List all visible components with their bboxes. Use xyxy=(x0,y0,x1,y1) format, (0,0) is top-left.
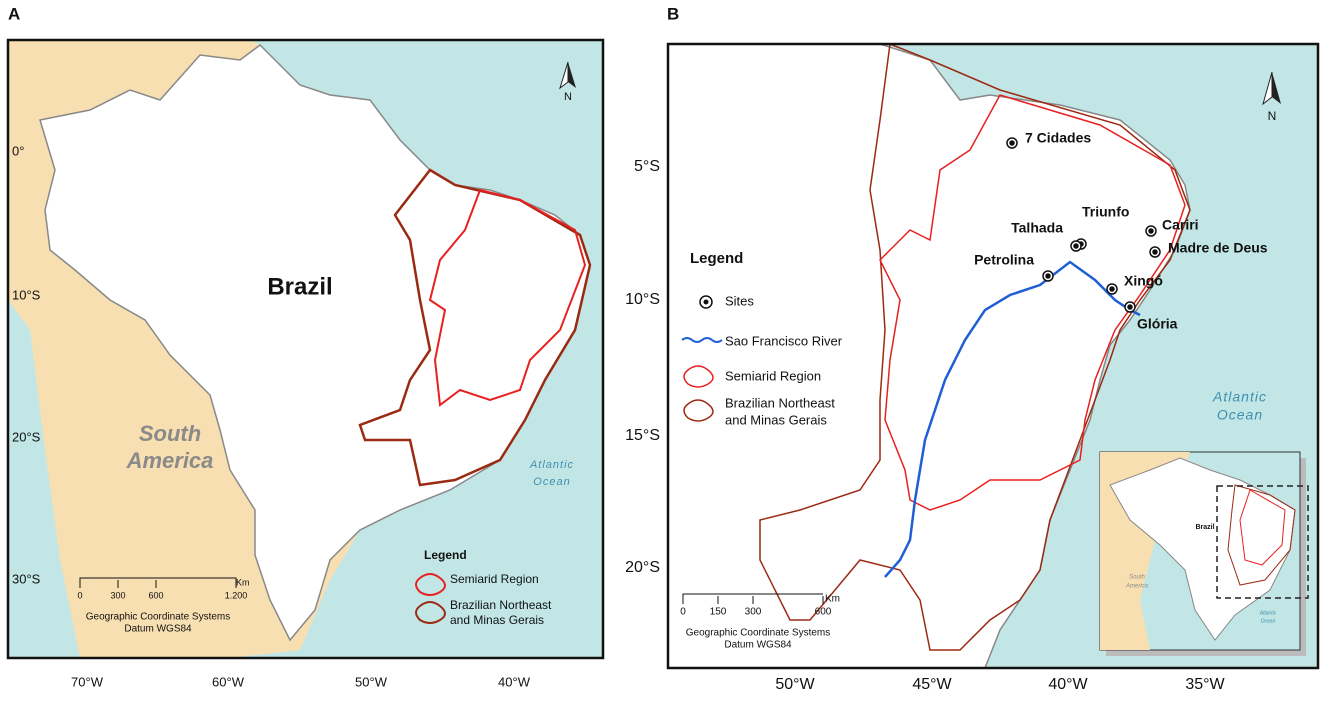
lat-label: 10°S xyxy=(625,291,660,308)
ocean-label: Atlantic xyxy=(529,459,574,471)
site-marker xyxy=(1127,304,1133,310)
site-marker xyxy=(1109,286,1115,292)
lat-label: 20°S xyxy=(12,429,41,444)
inset-map xyxy=(1099,451,1309,651)
legend-label: Brazilian Northeast xyxy=(725,395,835,410)
country-label: Brazil xyxy=(267,273,332,300)
scale-unit: Km xyxy=(825,594,840,605)
scale-label: 0 xyxy=(77,590,82,600)
site-label: Petrolina xyxy=(974,252,1034,268)
legend-label: and Minas Gerais xyxy=(450,613,544,627)
site-label: Madre de Deus xyxy=(1168,240,1268,256)
inset-ocean-label: Atlantic xyxy=(1259,610,1277,616)
legend-label: Sao Francisco River xyxy=(725,333,843,348)
legend-label: Sites xyxy=(725,293,754,308)
scale-label: 150 xyxy=(710,607,727,618)
lat-label: 0° xyxy=(12,143,24,158)
legend-symbol xyxy=(683,365,714,388)
north-arrow xyxy=(1272,72,1281,104)
lon-label: 50°W xyxy=(355,674,388,689)
scale-label: 1.200 xyxy=(225,590,248,600)
lat-label: 10°S xyxy=(12,287,41,302)
lon-label: 35°W xyxy=(1185,676,1225,693)
scale-bar xyxy=(79,577,237,588)
panel-a-map xyxy=(8,40,603,658)
scale-label: 600 xyxy=(148,590,163,600)
scale-label: 300 xyxy=(110,590,125,600)
ocean-label: Atlantic xyxy=(1212,389,1267,405)
scale-unit: Km xyxy=(236,577,250,587)
ocean-label: Ocean xyxy=(533,476,570,488)
site-label: Talhada xyxy=(1011,220,1063,236)
site-marker xyxy=(1045,273,1051,279)
panel-label: A xyxy=(8,4,20,23)
lon-label: 40°W xyxy=(498,674,531,689)
lat-label: 5°S xyxy=(634,158,660,175)
lon-label: 60°W xyxy=(212,674,245,689)
scale-label: 0 xyxy=(680,607,686,618)
scale-label: 300 xyxy=(745,607,762,618)
site-label: Glória xyxy=(1137,316,1178,332)
legend-symbol xyxy=(415,573,446,596)
legend-symbol xyxy=(703,299,709,305)
legend-symbol xyxy=(681,337,723,343)
scale-label: 600 xyxy=(815,607,832,618)
legend-label: Semiarid Region xyxy=(450,572,539,586)
site-label: Cariri xyxy=(1162,217,1199,233)
site-label: Triunfo xyxy=(1082,204,1129,220)
legend-symbol xyxy=(683,399,714,422)
lon-label: 50°W xyxy=(775,676,815,693)
lon-label: 45°W xyxy=(912,676,952,693)
site-marker xyxy=(1073,243,1079,249)
site-marker xyxy=(1148,228,1154,234)
lon-label: 40°W xyxy=(1048,676,1088,693)
legend-symbol xyxy=(415,601,446,624)
site-label: 7 Cidades xyxy=(1025,130,1091,146)
site-label: Xingó xyxy=(1124,273,1163,289)
scale-bar xyxy=(682,593,824,604)
north-label: N xyxy=(1268,109,1277,123)
scale-note: Geographic Coordinate Systems xyxy=(86,612,231,623)
lon-label: 70°W xyxy=(71,674,104,689)
north-label: N xyxy=(564,91,572,103)
panel-label: B xyxy=(667,4,679,23)
site-marker xyxy=(1152,249,1158,255)
inset-continent-label: America xyxy=(1125,584,1149,590)
legend-title: Legend xyxy=(424,548,467,562)
north-arrow xyxy=(568,62,576,88)
inset-country-label: Brazil xyxy=(1195,524,1214,531)
lat-label: 20°S xyxy=(625,559,660,576)
ocean-label: Ocean xyxy=(1217,407,1263,423)
lat-label: 15°S xyxy=(625,427,660,444)
lat-label: 30°S xyxy=(12,571,41,586)
legend-label: Brazilian Northeast xyxy=(450,598,552,612)
continent-label: America xyxy=(126,448,214,473)
legend-title: Legend xyxy=(690,250,743,267)
scale-note: Datum WGS84 xyxy=(124,624,192,635)
scale-note: Datum WGS84 xyxy=(724,640,792,651)
panel-b-frame xyxy=(666,42,1320,670)
inset-ocean-label: Ocean xyxy=(1261,618,1276,624)
continent-label: South xyxy=(139,421,201,446)
scale-note: Geographic Coordinate Systems xyxy=(686,628,831,639)
inset-continent-label: South xyxy=(1129,575,1145,581)
panel-a-frame xyxy=(6,38,605,660)
legend-label: Semiarid Region xyxy=(725,368,821,383)
legend-label: and Minas Gerais xyxy=(725,412,827,427)
site-marker xyxy=(1009,140,1015,146)
